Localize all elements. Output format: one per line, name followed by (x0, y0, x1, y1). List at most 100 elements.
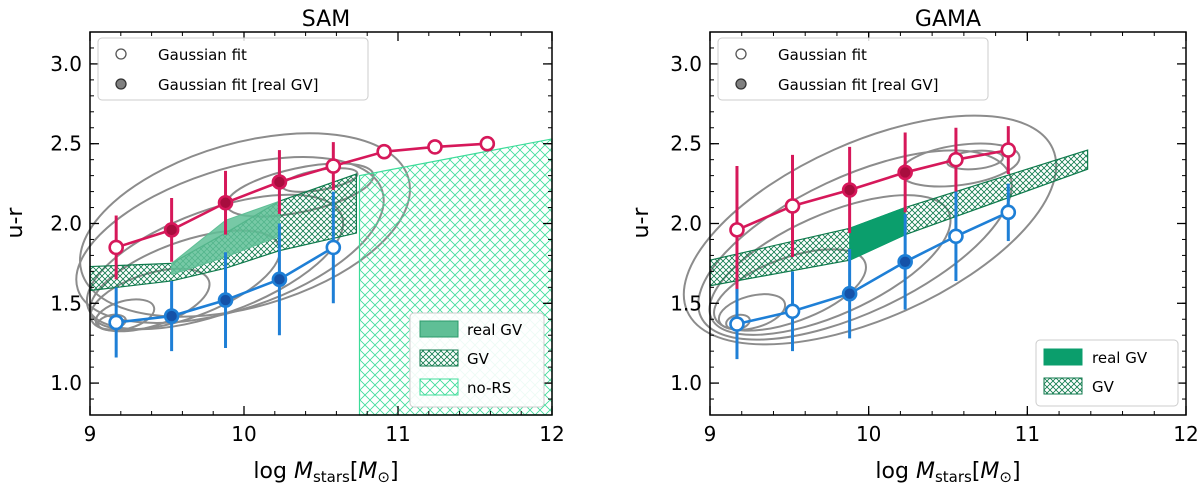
gama-legend-top-box (717, 37, 989, 101)
sam-ytick-label: 2.0 (50, 212, 82, 236)
sam-xlabel-msun: M (358, 459, 377, 484)
sam-legend-top: Gaussian fit Gaussian fit [real GV] (97, 37, 369, 101)
gama-title: GAMA (915, 7, 981, 32)
sam-xtick-label: 9 (84, 422, 97, 446)
gama-real-gv-band (849, 206, 906, 261)
sam-red-point (163, 222, 180, 238)
sam-xlabel-m: M (294, 459, 313, 484)
sam-legend-real-gv-swatch (419, 320, 459, 338)
sam-blue-point (217, 292, 234, 308)
sam-blue-point (325, 239, 342, 256)
sam-red-point (479, 135, 496, 152)
gama-blue-point (729, 316, 745, 332)
gama-ytick-label: 3.0 (670, 52, 702, 76)
gama-contour (682, 114, 1058, 346)
gama-xtick-label: 9 (704, 422, 717, 446)
sam-red-point (108, 239, 124, 256)
gama-legend-gaussian-fit: Gaussian fit (778, 46, 867, 64)
gama-blue-point (841, 285, 858, 302)
gama-legend-real-gv: real GV (1092, 349, 1148, 367)
sam-legend-gaussian-fit: Gaussian fit (158, 46, 247, 64)
gama-legend-gv-swatch (1043, 377, 1083, 395)
sam-xlabel-prefix: log (253, 459, 294, 484)
sam-legend-gaussian-fit-real-gv: Gaussian fit [real GV] (158, 76, 318, 94)
gama-bands (709, 149, 1089, 287)
sam-red-point (427, 139, 443, 155)
sam-ticks: 9 10 11 12 1.0 1.5 2.0 2.5 3.0 (50, 31, 565, 446)
sam-legend-open-marker (115, 48, 127, 60)
gama-series (729, 126, 1017, 360)
gama-red-point (841, 182, 858, 198)
gama-panel: GAMA u-r log Mstars[M⊙] 9 10 11 121.01.52.0… (629, 7, 1199, 486)
sam-ytick-label: 2.5 (50, 132, 82, 156)
sam-legend-real-gv: real GV (467, 321, 523, 339)
sam-blue-point (108, 314, 124, 331)
gama-xtick-label: 10 (856, 422, 881, 446)
sam-legend-bottom: real GV GV no-RS (409, 312, 545, 408)
gama-red-point (729, 222, 745, 238)
gama-legend-filled-marker (735, 78, 747, 90)
sam-ytick-label: 1.0 (50, 371, 82, 395)
gama-xtick-label: 11 (1015, 422, 1040, 446)
gama-ytick-label: 2.0 (670, 212, 702, 236)
gama-xlabel-close: ] (1012, 459, 1021, 484)
gama-red-point (784, 198, 801, 214)
gama-ytick-label: 1.0 (670, 371, 702, 395)
gama-blue-point (897, 253, 913, 270)
sam-red-point (325, 158, 342, 174)
gama-xlabel: log Mstars[M⊙] (875, 459, 1020, 486)
sam-xlabel: log Mstars[M⊙] (253, 459, 398, 486)
gama-legend-top: Gaussian fit Gaussian fit [real GV] (717, 37, 989, 101)
gama-plot-area: 9 10 11 12 1.0 1.5 2.0 2.5 3.0 (670, 31, 1199, 446)
gama-xlabel-open: [ (972, 459, 981, 484)
sam-red-point (376, 143, 392, 160)
gama-ytick-label: 2.5 (670, 132, 702, 156)
gama-legend-bottom: real GV GV (1035, 339, 1179, 407)
gama-red-point (897, 164, 913, 181)
gama-legend-gv: GV (1092, 378, 1115, 396)
sam-blue-point (271, 271, 288, 288)
gama-blue-point (784, 303, 801, 320)
gama-xtick-label: 12 (1173, 422, 1198, 446)
gama-xlabel-sub: stars (935, 468, 972, 486)
gama-blue-line (736, 211, 1009, 326)
gama-ytick-label: 1.5 (670, 291, 702, 315)
sam-legend-gv: GV (467, 350, 490, 368)
gama-ticks: 9 10 11 12 1.0 1.5 2.0 2.5 3.0 (670, 31, 1199, 446)
sam-legend-filled-marker (115, 78, 127, 90)
sam-legend-gv-swatch (419, 349, 459, 367)
gama-legend-gaussian-fit-real-gv: Gaussian fit [real GV] (778, 76, 938, 94)
sam-xtick-label: 10 (231, 422, 256, 446)
sam-blue-point (163, 308, 180, 324)
sam-title: SAM (302, 7, 350, 32)
gama-contour (717, 293, 787, 331)
sam-panel: SAM u-r log Mstars[M⊙] 9 10 11 121.01.52.02… (3, 7, 565, 486)
gama-ylabel: u-r (629, 207, 654, 239)
sam-xlabel-open: [ (350, 459, 359, 484)
gama-xlabel-sun-sub: ⊙ (999, 468, 1012, 486)
sam-legend-no-rs-swatch (419, 378, 459, 396)
sam-xlabel-sun-sub: ⊙ (377, 468, 390, 486)
sam-legend-no-rs: no-RS (467, 379, 511, 397)
gama-red-point (948, 151, 964, 168)
sam-xtick-label: 12 (539, 422, 564, 446)
sam-xlabel-close: ] (390, 459, 399, 484)
gama-red-line (736, 148, 1009, 232)
gama-blue-point (948, 228, 964, 245)
gama-xlabel-prefix: log (875, 459, 916, 484)
sam-xlabel-sub: stars (313, 468, 350, 486)
sam-legend-top-box (97, 37, 369, 101)
sam-red-point (271, 174, 288, 190)
sam-ytick-label: 1.5 (50, 291, 82, 315)
gama-legend-open-marker (735, 48, 747, 60)
sam-red-line (115, 142, 488, 249)
gama-legend-real-gv-swatch (1043, 348, 1083, 366)
sam-xtick-label: 11 (385, 422, 410, 446)
gama-xlabel-m: M (916, 459, 935, 484)
sam-ylabel: u-r (3, 207, 28, 239)
sam-ytick-label: 3.0 (50, 52, 82, 76)
sam-red-point (217, 194, 234, 211)
gama-red-point (1000, 142, 1017, 158)
sam-series (108, 135, 496, 358)
